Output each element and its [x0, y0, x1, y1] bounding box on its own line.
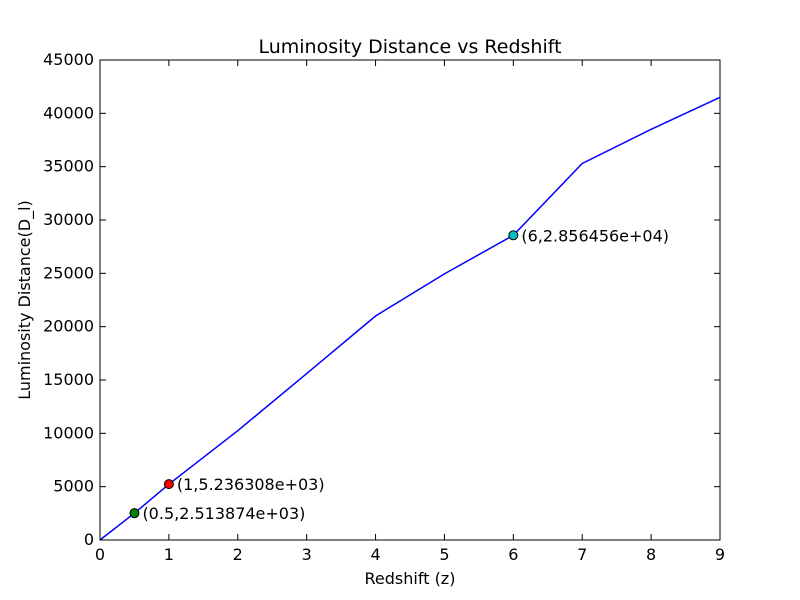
x-tick-label: 9 [715, 545, 725, 564]
x-tick-label: 6 [508, 545, 518, 564]
x-tick-label: 1 [164, 545, 174, 564]
data-point-0 [129, 508, 140, 519]
x-axis-label: Redshift (z) [365, 569, 456, 588]
plot-area [99, 59, 721, 541]
y-tick-label: 25000 [43, 263, 94, 282]
point-label-2: (6,2.856456e+04) [521, 226, 669, 245]
x-tick-label: 8 [646, 545, 656, 564]
x-tick-label: 3 [302, 545, 312, 564]
x-tick-label: 0 [95, 545, 105, 564]
series-line-0 [99, 96, 721, 541]
ticks-layer: 0 1 2 3 4 5 6 7 8 9 0 5000 10000 15000 20000 25000 30000… [43, 50, 725, 564]
line-layer [99, 96, 721, 541]
y-tick-label: 30000 [43, 210, 94, 229]
data-point-1 [163, 479, 174, 490]
y-tick-label: 40000 [43, 103, 94, 122]
x-tick-label: 2 [233, 545, 243, 564]
plot-frame [99, 59, 721, 541]
data-point-2 [508, 230, 519, 241]
y-tick-label: 20000 [43, 317, 94, 336]
x-tick-label: 7 [577, 545, 587, 564]
y-tick-label: 35000 [43, 157, 94, 176]
points-layer: (0.5,2.513874e+03) (1,5.236308e+03) (6,2.8… [129, 226, 669, 523]
x-tick-label: 4 [370, 545, 380, 564]
y-tick-label: 0 [84, 530, 94, 549]
y-tick-label: 10000 [43, 423, 94, 442]
chart-title: Luminosity Distance vs Redshift [258, 36, 561, 58]
y-tick-label: 15000 [43, 370, 94, 389]
y-tick-label: 45000 [43, 50, 94, 69]
y-axis-label: Luminosity Distance(D_l) [15, 200, 35, 400]
point-label-1: (1,5.236308e+03) [177, 475, 325, 494]
x-tick-label: 5 [439, 545, 449, 564]
point-label-0: (0.5,2.513874e+03) [142, 504, 305, 523]
y-tick-label: 5000 [53, 477, 94, 496]
